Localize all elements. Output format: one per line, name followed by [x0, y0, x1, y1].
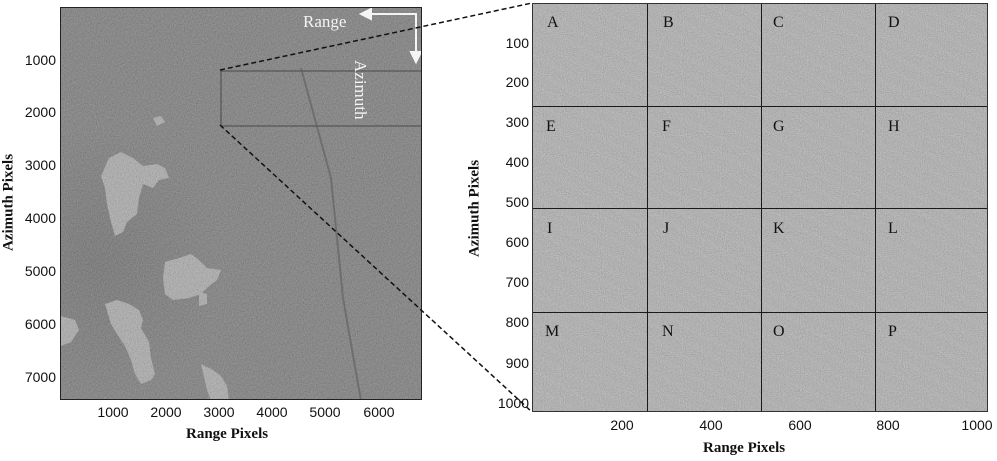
grid-line-vertical [761, 4, 762, 411]
y-tick-label: 900 [505, 355, 529, 371]
tile-label-k: K [773, 220, 785, 237]
right-sar-image: A B C D E F G H I J K L M N O P [532, 3, 988, 412]
sar-texture-svg [533, 4, 987, 411]
grid-line-vertical [647, 4, 648, 411]
tile-label-l: L [888, 220, 898, 237]
grid-line-horizontal [533, 106, 987, 107]
tile-label-j: J [663, 220, 670, 237]
tile-label-m: M [545, 323, 560, 340]
tile-label-o: O [773, 323, 785, 340]
x-tick-label: 400 [699, 417, 723, 433]
y-tick-label: 100 [505, 35, 529, 51]
tile-label-b: B [663, 14, 674, 31]
y-tick-label: 400 [505, 154, 529, 170]
y-tick-label: 800 [505, 314, 529, 330]
y-tick-label: 7000 [24, 369, 56, 385]
grid-line-horizontal [533, 312, 987, 313]
tile-label-c: C [773, 14, 784, 31]
sar-texture-svg [61, 8, 421, 399]
tile-label-e: E [546, 118, 556, 135]
y-tick-label: 2000 [24, 104, 56, 120]
tile-label-a: A [547, 14, 559, 31]
zoom-region-box [220, 70, 421, 127]
tile-label-f: F [662, 118, 671, 135]
grid-line-vertical [875, 4, 876, 411]
y-tick-label: 600 [505, 234, 529, 250]
x-tick-label: 5000 [309, 404, 341, 420]
tile-label-i: I [547, 220, 553, 237]
range-arrow-label: Range [303, 12, 347, 31]
y-tick-label: 700 [505, 274, 529, 290]
y-tick-label: 3000 [24, 157, 56, 173]
y-tick-label: 4000 [24, 210, 56, 226]
y-tick-label: 5000 [24, 263, 56, 279]
y-tick-label: 200 [505, 74, 529, 90]
left-sar-image [60, 7, 422, 400]
grid-line-horizontal [533, 208, 987, 209]
direction-arrows [358, 8, 421, 65]
tile-label-h: H [888, 118, 900, 135]
tile-label-d: D [888, 14, 900, 31]
right-x-axis-title: Range Pixels [703, 440, 786, 456]
left-x-axis-title: Range Pixels [186, 426, 269, 442]
tile-label-p: P [888, 323, 897, 340]
x-tick-label: 3000 [203, 404, 235, 420]
y-tick-label: 6000 [24, 316, 56, 332]
right-y-axis-title: Azimuth Pixels [466, 159, 483, 258]
x-tick-label: 600 [788, 417, 812, 433]
x-tick-label: 1000 [961, 417, 993, 433]
y-tick-label: 500 [505, 194, 529, 210]
x-tick-label: 2000 [150, 404, 182, 420]
tile-label-n: N [662, 323, 674, 340]
x-tick-label: 4000 [256, 404, 288, 420]
x-tick-label: 800 [876, 417, 900, 433]
y-tick-label: 300 [505, 114, 529, 130]
y-tick-label: 1000 [497, 395, 529, 411]
x-tick-label: 1000 [97, 404, 129, 420]
x-tick-label: 200 [610, 417, 634, 433]
tile-label-g: G [773, 118, 785, 135]
y-tick-label: 1000 [24, 52, 56, 68]
x-tick-label: 6000 [363, 404, 395, 420]
